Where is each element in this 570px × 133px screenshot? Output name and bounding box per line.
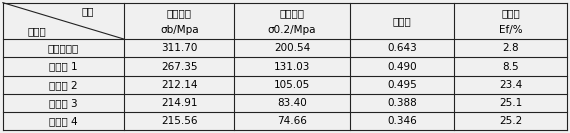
- Text: 2.8: 2.8: [502, 43, 519, 53]
- Text: 0.490: 0.490: [387, 61, 417, 72]
- Text: 屈强比: 屈强比: [393, 16, 412, 26]
- Text: 214.91: 214.91: [161, 98, 197, 108]
- Text: 屈服强度: 屈服强度: [279, 8, 304, 18]
- Text: 311.70: 311.70: [161, 43, 197, 53]
- Text: 74.66: 74.66: [277, 116, 307, 126]
- Text: 215.56: 215.56: [161, 116, 197, 126]
- Text: 0.495: 0.495: [387, 80, 417, 90]
- Text: Ef/%: Ef/%: [499, 25, 523, 35]
- Text: 性能: 性能: [82, 6, 94, 16]
- Text: 23.4: 23.4: [499, 80, 522, 90]
- Text: 实施例 4: 实施例 4: [49, 116, 78, 126]
- Text: 实施例: 实施例: [27, 26, 46, 36]
- Text: 25.2: 25.2: [499, 116, 522, 126]
- Text: σ0.2/Mpa: σ0.2/Mpa: [268, 25, 316, 35]
- Text: 8.5: 8.5: [502, 61, 519, 72]
- Text: σb/Mpa: σb/Mpa: [160, 25, 198, 35]
- Text: 212.14: 212.14: [161, 80, 197, 90]
- Text: 0.388: 0.388: [387, 98, 417, 108]
- Text: 0.346: 0.346: [387, 116, 417, 126]
- Text: 抗拉强度: 抗拉强度: [166, 8, 192, 18]
- Text: 131.03: 131.03: [274, 61, 310, 72]
- Text: 105.05: 105.05: [274, 80, 310, 90]
- Text: 实施例 2: 实施例 2: [49, 80, 78, 90]
- Text: 实施例 1: 实施例 1: [49, 61, 78, 72]
- Text: 25.1: 25.1: [499, 98, 522, 108]
- Text: 267.35: 267.35: [161, 61, 197, 72]
- Text: 对比实施例: 对比实施例: [48, 43, 79, 53]
- Text: 实施例 3: 实施例 3: [49, 98, 78, 108]
- Text: 0.643: 0.643: [387, 43, 417, 53]
- Text: 200.54: 200.54: [274, 43, 310, 53]
- Text: 83.40: 83.40: [277, 98, 307, 108]
- Text: 延伸率: 延伸率: [502, 8, 520, 18]
